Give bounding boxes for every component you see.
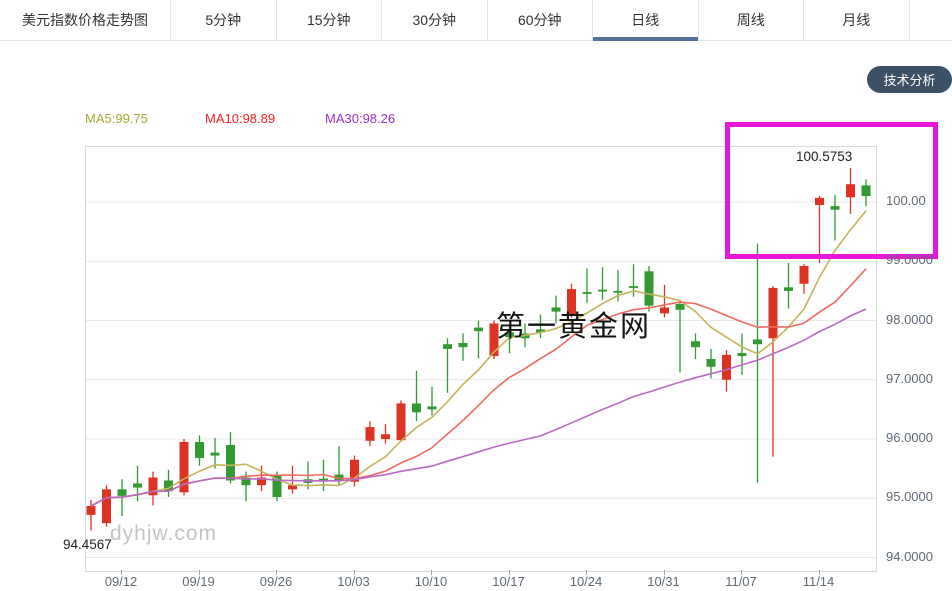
x-axis-label: 10/24: [569, 574, 603, 589]
tab-周线[interactable]: 周线: [698, 0, 804, 40]
tab-5分钟[interactable]: 5分钟: [171, 0, 277, 40]
x-axis-tick: [508, 570, 510, 575]
brand-watermark: 第一黄金网: [496, 311, 652, 343]
gridlines: [86, 201, 876, 558]
x-axis-label: 10/03: [337, 574, 370, 589]
x-axis-label: 09/12: [104, 574, 138, 589]
x-axis-label: 10/31: [647, 574, 680, 589]
y-axis-label: 97.0000: [886, 370, 933, 386]
x-axis-label: 10/17: [492, 574, 525, 589]
x-axis-label: 09/26: [259, 574, 293, 589]
active-tab-underline: [593, 37, 698, 41]
ma30-value-label: MA30:98.26: [325, 111, 396, 126]
candlestick-plot[interactable]: [85, 146, 877, 572]
ma5-value-label: MA5:99.75: [85, 111, 148, 126]
x-axis-tick: [121, 570, 122, 575]
x-axis-tick: [818, 570, 820, 575]
x-axis-tick: [663, 570, 665, 575]
y-axis-label: 100.00: [886, 193, 926, 208]
site-watermark: dyhjw.com: [110, 522, 218, 545]
y-axis-label: 99.0000: [886, 252, 933, 268]
tab-日线[interactable]: 日线: [593, 0, 699, 41]
ma10-value-label: MA10:98.89: [205, 111, 276, 126]
tab-60分钟[interactable]: 60分钟: [487, 0, 593, 40]
tech-analysis-button[interactable]: 技术分析: [867, 66, 952, 93]
page-title: 美元指数价格走势图: [0, 0, 171, 40]
x-axis-label: 09/19: [182, 574, 215, 589]
highlight-annotation-box: [725, 122, 938, 259]
x-axis-tick: [741, 570, 742, 575]
y-axis-label: 96.0000: [886, 430, 933, 445]
period-low-label: 94.4567: [63, 537, 112, 552]
period-high-label: 100.5753: [796, 149, 853, 164]
ma5-line: [90, 210, 867, 507]
y-axis-label: 95.0000: [886, 489, 933, 505]
ma30-line: [90, 308, 867, 507]
x-axis-label: 11/07: [725, 574, 757, 589]
x-axis-tick: [586, 570, 587, 575]
x-axis-tick: [276, 570, 277, 575]
timeframe-tabbar: 美元指数价格走势图 5分钟 15分钟 30分钟 60分钟 日线 周线 月线: [0, 0, 952, 41]
x-axis-label: 11/14: [802, 574, 835, 589]
tab-30分钟[interactable]: 30分钟: [382, 0, 488, 40]
x-axis-tick: [431, 570, 432, 575]
ma10-line: [90, 268, 867, 507]
tab-15分钟[interactable]: 15分钟: [276, 0, 382, 40]
x-axis-tick: [353, 570, 355, 575]
tab-月线[interactable]: 月线: [804, 0, 910, 40]
candles: [86, 167, 871, 531]
x-axis-tick: [198, 570, 200, 575]
x-axis-label: 10/10: [414, 574, 448, 589]
y-axis-label: 98.0000: [886, 311, 933, 327]
y-axis-label: 94.0000: [886, 548, 933, 564]
candlestick-svg[interactable]: [86, 147, 876, 571]
